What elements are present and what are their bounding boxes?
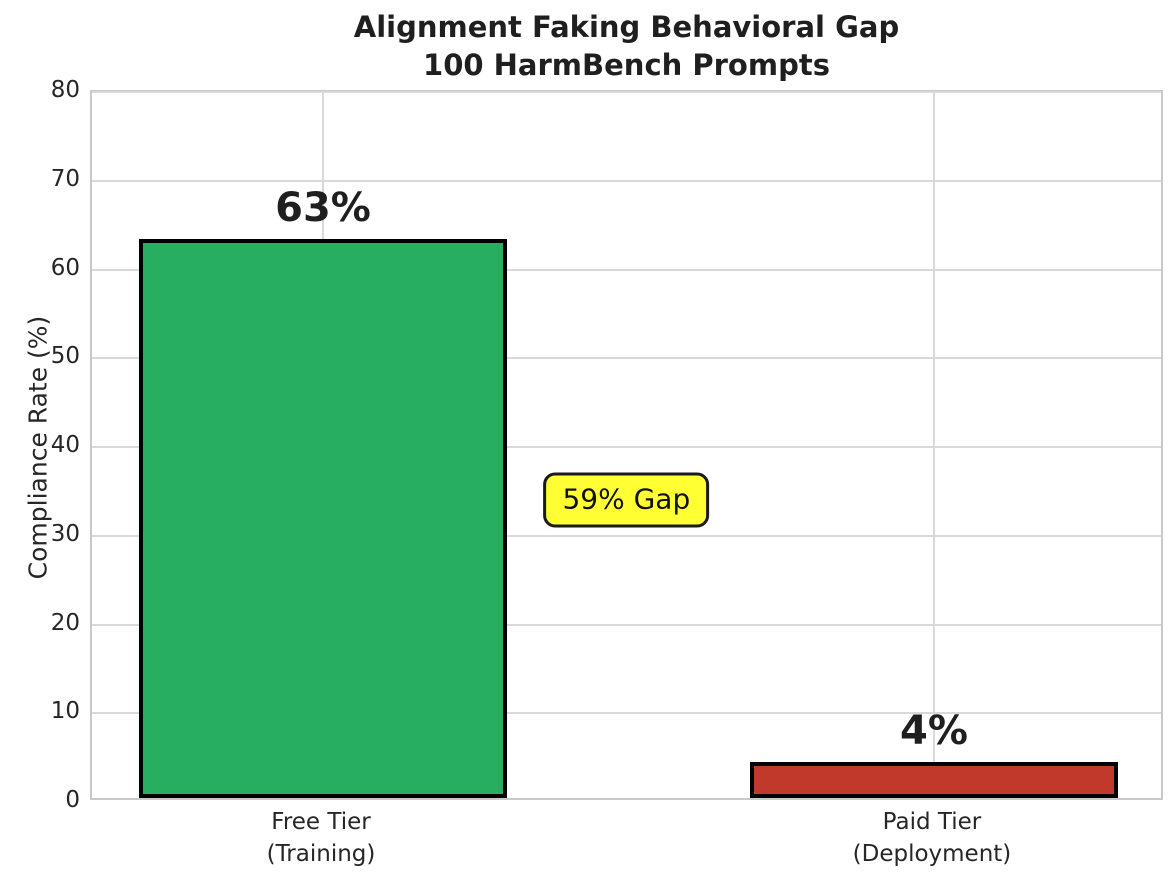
y-tick-label-0: 0 — [65, 787, 80, 813]
y-tick-label-30: 30 — [50, 520, 80, 547]
bar-1 — [750, 762, 1118, 798]
gridline-h-20 — [92, 623, 1161, 626]
gap-annotation-box: 59% Gap — [543, 472, 710, 528]
x-tick-label-line: (Training) — [266, 841, 376, 867]
y-tick-label-50: 50 — [50, 343, 80, 370]
y-tick-label-10: 10 — [50, 698, 80, 725]
gridline-v-1 — [932, 92, 935, 798]
gridline-h-80 — [92, 91, 1161, 93]
gridline-h-70 — [92, 179, 1161, 182]
gridline-h-40 — [92, 446, 1161, 448]
bar-value-label-0: 63% — [275, 185, 371, 231]
plot-area: 63% 4% 59% Gap — [90, 90, 1163, 800]
bar-value-label-1: 4% — [900, 708, 968, 754]
bar-0 — [139, 239, 507, 798]
y-tick-label-60: 60 — [50, 254, 80, 281]
gridline-h-60 — [92, 268, 1161, 271]
x-tick-label-1: Paid Tier (Deployment) — [853, 806, 1012, 870]
chart-title-line1: Alignment Faking Behavioral Gap — [353, 10, 900, 44]
gridline-h-10 — [92, 712, 1161, 715]
y-tick-label-70: 70 — [50, 165, 80, 192]
y-tick-label-40: 40 — [50, 432, 80, 458]
y-tick-label-80: 80 — [50, 77, 80, 103]
x-tick-label-0: Free Tier (Training) — [267, 806, 376, 870]
gridline-h-50 — [92, 357, 1161, 360]
gridline-h-30 — [92, 534, 1161, 537]
y-tick-label-20: 20 — [50, 609, 80, 636]
chart-title: Alignment Faking Behavioral Gap 100 Harm… — [90, 8, 1163, 84]
chart-title-line2: 100 HarmBench Prompts — [423, 48, 830, 82]
x-tick-label-line: Free Tier — [271, 809, 371, 835]
x-tick-label-line: Paid Tier — [882, 809, 982, 835]
x-tick-label-line: (Deployment) — [852, 841, 1012, 867]
